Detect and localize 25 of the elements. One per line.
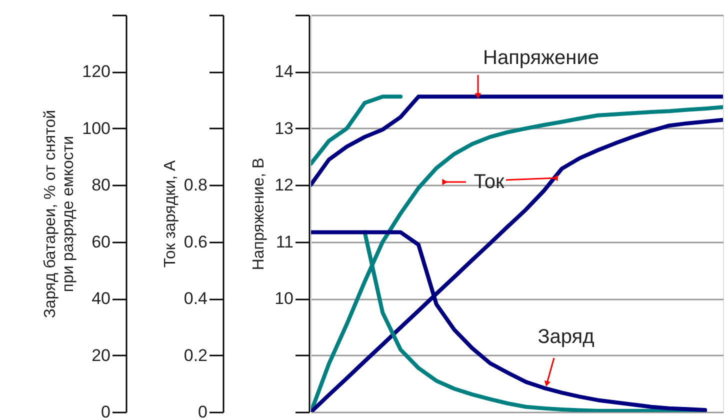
y2-tick-label: 0 [101,402,110,420]
annotation: Напряжение [483,47,599,69]
y3-tick-label: 0 [198,402,208,420]
y2-tick-label: 100 [82,118,110,138]
y2-axis-title: Заряд батареи, % от снятой при разряде емкости [42,110,78,318]
y-tick-label: 12 [274,176,294,195]
y-axis-title: Напряжение, В [250,158,268,270]
y-tick-label: 14 [274,62,294,82]
line-series [311,94,723,187]
y2-tick-label: 120 [82,62,110,82]
y-tick-label: 11 [276,232,294,252]
line-series [311,94,403,166]
y2-tick-label: 60 [92,232,110,252]
y3-tick-label: 0.4 [184,289,208,308]
y3-tick-label: 0.2 [184,346,208,365]
y-tick-label: 13 [274,118,294,138]
y2-tick-label: 40 [92,289,110,308]
y3-tick-label: 0.6 [184,232,208,252]
annotation: Заряд [538,326,595,348]
y-tick-label: 10 [274,289,294,308]
y2-tick-label: 80 [92,176,110,195]
y2-tick-label: 20 [92,346,110,365]
y3-axis-title: Ток зарядки, А [162,160,179,268]
annotation: Ток [474,171,505,193]
y3-tick-label: 0.8 [184,176,208,195]
